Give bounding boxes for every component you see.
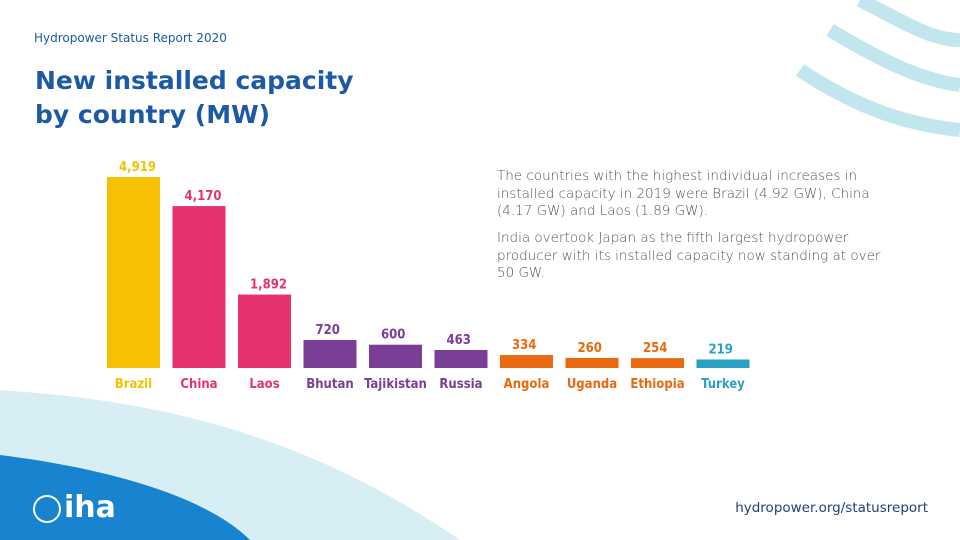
category-label: Brazil [115,377,152,392]
bar [500,355,553,368]
category-label: Russia [439,377,482,392]
category-label: Uganda [567,377,617,392]
bar [303,340,357,368]
value-label: 1,892 [250,278,287,293]
category-label: Bhutan [306,377,353,392]
bar [434,350,488,368]
category-label: Angola [504,377,550,392]
bar [238,294,291,368]
category-label: Tajikistan [364,377,427,392]
bar [565,357,619,368]
category-label: Ethiopia [630,377,684,392]
header: Hydropower Status Report 2020 [34,31,227,45]
decor-waves [796,0,960,137]
value-label: 600 [381,328,405,343]
value-label: 260 [578,341,602,356]
category-label: China [180,377,217,392]
bar [172,206,226,368]
bar [696,359,750,368]
decor-wave [0,455,250,540]
value-label: 254 [643,341,667,356]
chart-title: New installed capacity by country (MW) [35,66,354,129]
value-label: 4,919 [119,160,156,175]
bar [369,344,422,368]
value-label: 219 [709,342,733,357]
paragraph: The countries with the highest individua… [497,168,870,219]
url: hydropower.org/statusreport [735,500,928,516]
value-label: 463 [447,333,471,348]
logo: iha [64,490,116,525]
value-label: 4,170 [185,189,222,204]
value-label: 334 [512,338,536,353]
value-label: 720 [316,323,340,338]
bar [631,358,684,368]
logo-icon [33,495,61,523]
category-label: Turkey [701,377,745,392]
bar [107,177,160,368]
paragraph: India overtook Japan as the fifth larges… [497,230,881,281]
category-label: Laos [249,377,279,392]
